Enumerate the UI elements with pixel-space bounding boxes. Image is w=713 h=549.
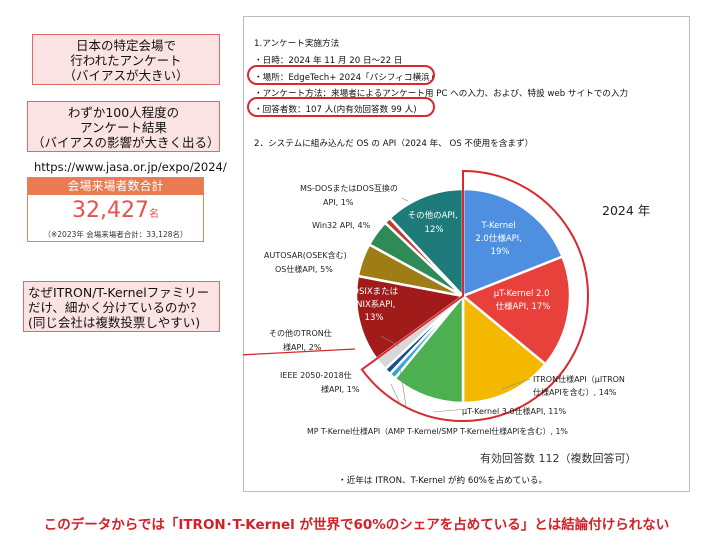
callout-line: (同じ会社は複数投票しやすい) — [28, 315, 201, 330]
slice-label-msdos: MS-DOSまたはDOS互換の API, 1% — [300, 183, 400, 207]
doc-date-line: ・日時：2024 年 11 月 20 日～22 日 — [254, 56, 403, 66]
callout-line: アンケート結果 — [79, 120, 167, 135]
visitor-count-box: 会場来場者数合計 32,427名 （※2023年 会場来場者合計：33,128名… — [27, 177, 204, 242]
pie-slice-3 — [461, 293, 548, 405]
callout-line: 行われたアンケート — [70, 53, 182, 68]
slice-label-other-tron: その他のTRON仕 様API, 2% — [269, 328, 334, 352]
doc-venue-line: ・場所：EdgeTech+ 2024「パシフィコ横浜」 — [254, 73, 439, 83]
pie-slice-12 — [387, 187, 465, 300]
slice-label-ut2: μT-Kernel 2.0 仕様API, 17% — [494, 289, 553, 312]
pie-slice-8 — [354, 274, 467, 361]
doc-method-line: ・アンケート方法：来場者によるアンケート用 PC への入力、および、特設 web… — [254, 89, 629, 99]
callout-line: （バイアスの影響が大きく出る） — [32, 135, 220, 150]
leader-line — [390, 383, 402, 407]
doc-footnote: ・近年は ITRON、T-Kernel が約 60%を占めている。 — [338, 476, 548, 486]
slice-label-posix: POSIXまたは UNIX系API, 13% — [347, 287, 401, 323]
callout-pointer — [243, 348, 356, 356]
slice-label-win32: Win32 API, 4% — [312, 221, 371, 230]
visitor-total: 32,427名 — [28, 198, 203, 228]
callout-line: わずか100人程度の — [67, 105, 180, 120]
pie-slice-4 — [393, 292, 465, 405]
callout-venue-bias: 日本の特定会場で 行われたアンケート （バイアスが大きい） — [32, 34, 220, 85]
doc-heading-os: 2．システムに組み込んだ OS の API（2024 年、 OS 不使用を含まず… — [254, 139, 534, 149]
leader-line — [399, 367, 407, 407]
callout-line: 日本の特定会場で — [75, 38, 176, 53]
leader-line — [380, 335, 400, 347]
slice-label-itron: ITRON仕様API（μITRON 仕様APIを含む）, 14% — [533, 374, 627, 397]
callout-line: なぜITRON/T-Kernelファミリー — [28, 285, 210, 300]
callout-sample-size: わずか100人程度の アンケート結果 （バイアスの影響が大きく出る） — [27, 101, 220, 152]
pie-slices — [354, 187, 572, 405]
visitor-total-unit: 名 — [148, 209, 159, 220]
survey-document: 1.アンケート実施方法 ・日時：2024 年 11 月 20 日～22 日 ・場… — [243, 16, 690, 492]
leader-line — [501, 378, 531, 390]
slice-label-other-api: その他のAPI, 12% — [408, 210, 461, 235]
slice-label-autosar: AUTOSAR(OSEK含む) OS仕様API, 5% — [264, 250, 349, 274]
venue-highlight-oval — [247, 65, 435, 85]
doc-respondents-line: ・回答者数：107 人(内有効回答数 99 人) — [254, 105, 417, 115]
pie-slice-1 — [461, 187, 565, 298]
os-api-pie-chart: 2024 年 T-Kernel 2.0仕様API, 19% μT-Kernel … — [243, 169, 650, 465]
chart-note: 有効回答数 112（複数回答可） — [480, 451, 637, 465]
respondents-highlight-oval — [247, 97, 435, 117]
leader-line — [432, 408, 468, 413]
slice-label-ut3: μT-Kernel 3.0仕様API, 11% — [462, 406, 566, 416]
doc-heading-method: 1.アンケート実施方法 — [254, 39, 340, 49]
visitor-previous: （※2023年 会場来場者合計：33,128名） — [43, 230, 188, 239]
callout-category-split: なぜITRON/T-Kernelファミリー だけ、細かく分けているのか？ (同じ… — [23, 281, 220, 332]
slice-label-ieee: IEEE 2050-2018仕 様API, 1% — [280, 370, 360, 394]
visitor-box-title: 会場来場者数合計 — [28, 178, 203, 195]
pie-slice-2 — [460, 254, 572, 366]
visitor-total-value: 32,427 — [72, 198, 149, 223]
chart-title: 2024 年 — [602, 203, 650, 218]
source-url[interactable]: https://www.jasa.or.jp/expo/2024/ — [34, 160, 227, 174]
slice-label-tkernel: T-Kernel 2.0仕様API, 19% — [475, 221, 524, 257]
callout-line: （バイアスが大きい） — [63, 68, 189, 83]
callout-line: だけ、細かく分けているのか？ — [28, 300, 203, 315]
slice-label-mp: MP T-Kernel仕様API（AMP T-Kernel/SMP T-Kern… — [307, 426, 568, 436]
conclusion-text: このデータからでは「ITRON･T-Kernel が世界で60%のシェアを占めて… — [43, 517, 670, 533]
leader-line — [400, 197, 409, 202]
tron-family-highlight — [360, 169, 589, 422]
